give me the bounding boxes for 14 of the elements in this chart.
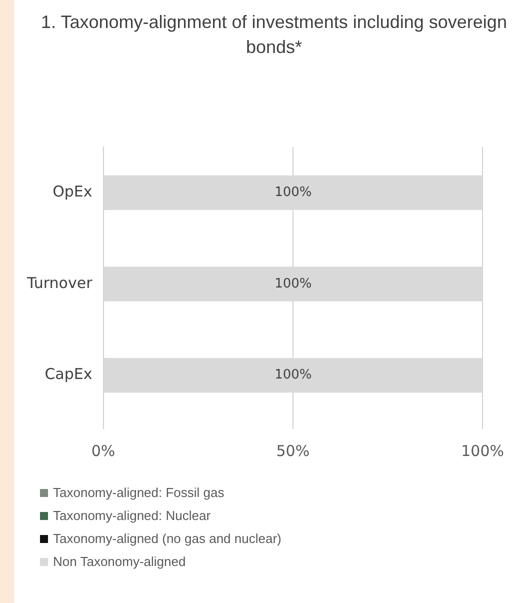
legend-label: Taxonomy-aligned: Nuclear [53, 508, 211, 523]
legend-label: Non Taxonomy-aligned [53, 554, 186, 569]
data-label: 100% [274, 276, 312, 292]
x-tick-label: 50% [276, 442, 310, 460]
y-tick-label: OpEx [52, 182, 92, 201]
y-tick-label: Turnover [26, 274, 94, 292]
data-label: 100% [274, 185, 312, 200]
data-label: 100% [274, 368, 312, 383]
x-tick-label: 100% [461, 442, 504, 460]
legend-label: Taxonomy-aligned: Fossil gas [53, 485, 224, 500]
chart-title: 1. Taxonomy-alignment of investments including sovereign bonds* [40, 11, 508, 59]
x-tick-label: 0% [91, 442, 116, 460]
legend-label: Taxonomy-aligned (no gas and nuclear) [53, 531, 282, 546]
y-tick-label: CapEx [44, 365, 92, 384]
